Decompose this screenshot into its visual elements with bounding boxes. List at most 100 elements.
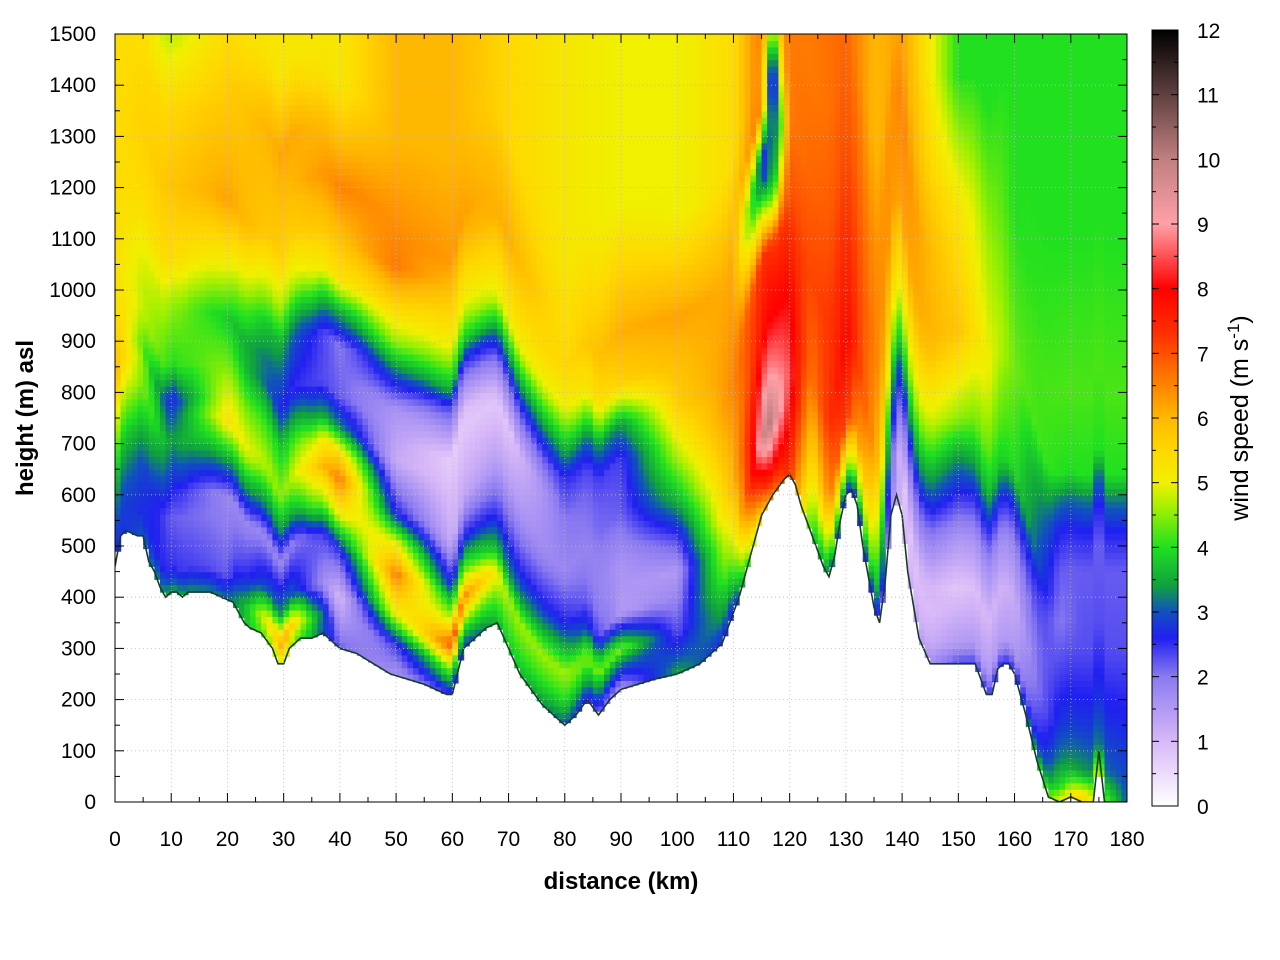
heatmap-cell bbox=[261, 181, 268, 189]
heatmap-cell bbox=[238, 392, 245, 400]
heatmap-cell bbox=[368, 405, 375, 413]
heatmap-cell bbox=[300, 200, 307, 208]
heatmap-cell bbox=[266, 418, 274, 425]
heatmap-cell bbox=[210, 373, 217, 381]
heatmap-cell bbox=[221, 181, 229, 189]
heatmap-cell bbox=[210, 309, 217, 317]
heatmap-cell bbox=[323, 597, 330, 605]
heatmap-cell bbox=[255, 117, 262, 125]
heatmap-cell bbox=[131, 366, 139, 374]
heatmap-cell bbox=[148, 546, 155, 553]
heatmap-cell bbox=[412, 546, 420, 553]
heatmap-cell bbox=[255, 46, 262, 54]
heatmap-cell bbox=[390, 238, 397, 246]
heatmap-cell bbox=[351, 302, 358, 310]
heatmap-cell bbox=[115, 443, 122, 451]
heatmap-cell bbox=[266, 488, 274, 496]
heatmap-cell bbox=[204, 514, 212, 521]
heatmap-cell bbox=[216, 584, 223, 592]
heatmap-cell bbox=[176, 251, 184, 259]
heatmap-cell bbox=[368, 78, 375, 86]
heatmap-cell bbox=[227, 309, 234, 317]
heatmap-cell bbox=[126, 450, 133, 457]
heatmap-cell bbox=[356, 232, 363, 240]
heatmap-cell bbox=[249, 418, 257, 425]
heatmap-cell bbox=[328, 277, 335, 285]
heatmap-cell bbox=[182, 149, 189, 157]
heatmap-cell bbox=[368, 322, 375, 329]
heatmap-cell bbox=[390, 40, 397, 48]
heatmap-cell bbox=[412, 667, 420, 675]
heatmap-cell bbox=[255, 264, 262, 272]
heatmap-cell bbox=[120, 238, 127, 246]
heatmap-cell bbox=[283, 354, 290, 361]
heatmap-cell bbox=[188, 360, 195, 368]
heatmap-cell bbox=[306, 258, 313, 265]
heatmap-cell bbox=[176, 174, 184, 182]
heatmap-cell bbox=[255, 232, 262, 240]
heatmap-cell bbox=[165, 130, 172, 137]
heatmap-cell bbox=[294, 98, 302, 105]
heatmap-cell bbox=[334, 520, 341, 528]
heatmap-cell bbox=[328, 552, 335, 560]
heatmap-cell bbox=[317, 616, 324, 624]
heatmap-cell bbox=[176, 85, 184, 93]
heatmap-cell bbox=[165, 117, 172, 125]
heatmap-cell bbox=[199, 392, 206, 400]
heatmap-cell bbox=[311, 450, 318, 457]
heatmap-cell bbox=[233, 565, 240, 573]
heatmap-cell bbox=[401, 142, 408, 150]
heatmap-cell bbox=[165, 450, 172, 457]
heatmap-cell bbox=[278, 226, 285, 233]
heatmap-cell bbox=[278, 232, 285, 240]
heatmap-cell bbox=[362, 142, 369, 150]
heatmap-cell bbox=[345, 296, 352, 304]
heatmap-cell bbox=[272, 398, 279, 406]
heatmap-cell bbox=[188, 398, 195, 406]
heatmap-cell bbox=[210, 174, 217, 182]
heatmap-cell bbox=[204, 386, 212, 393]
heatmap-cell bbox=[171, 501, 178, 509]
heatmap-cell bbox=[238, 597, 245, 605]
heatmap-cell bbox=[193, 251, 200, 259]
heatmap-cell bbox=[210, 258, 217, 265]
heatmap-cell bbox=[199, 110, 206, 118]
heatmap-cell bbox=[373, 219, 380, 227]
heatmap-cell bbox=[328, 482, 335, 489]
heatmap-cell bbox=[266, 552, 274, 560]
heatmap-cell bbox=[412, 104, 420, 112]
heatmap-cell bbox=[334, 226, 341, 233]
heatmap-cell bbox=[137, 238, 144, 246]
heatmap-cell bbox=[188, 104, 195, 112]
heatmap-cell bbox=[221, 206, 229, 214]
heatmap-cell bbox=[368, 53, 375, 61]
heatmap-cell bbox=[255, 373, 262, 381]
heatmap-cell bbox=[328, 418, 335, 425]
heatmap-cell bbox=[323, 117, 330, 125]
heatmap-cell bbox=[204, 53, 212, 61]
heatmap-cell bbox=[351, 424, 358, 432]
heatmap-cell bbox=[345, 117, 352, 125]
heatmap-cell bbox=[368, 283, 375, 291]
heatmap-cell bbox=[188, 450, 195, 457]
heatmap-cell bbox=[126, 168, 133, 176]
heatmap-cell bbox=[356, 302, 363, 310]
heatmap-cell bbox=[131, 520, 139, 528]
heatmap-cell bbox=[306, 411, 313, 419]
heatmap-cell bbox=[278, 264, 285, 272]
heatmap-cell bbox=[368, 603, 375, 611]
heatmap-cell bbox=[238, 533, 245, 541]
heatmap-cell bbox=[199, 424, 206, 432]
heatmap-cell bbox=[339, 206, 347, 214]
heatmap-cell bbox=[204, 245, 212, 253]
heatmap-cell bbox=[323, 590, 330, 598]
heatmap-cell bbox=[306, 635, 313, 639]
heatmap-cell bbox=[311, 232, 318, 240]
heatmap-cell bbox=[390, 34, 397, 41]
heatmap-cell bbox=[412, 270, 420, 278]
heatmap-cell bbox=[238, 168, 245, 176]
heatmap-cell bbox=[418, 667, 425, 675]
heatmap-cell bbox=[210, 296, 217, 304]
heatmap-cell bbox=[131, 232, 139, 240]
heatmap-cell bbox=[272, 373, 279, 381]
